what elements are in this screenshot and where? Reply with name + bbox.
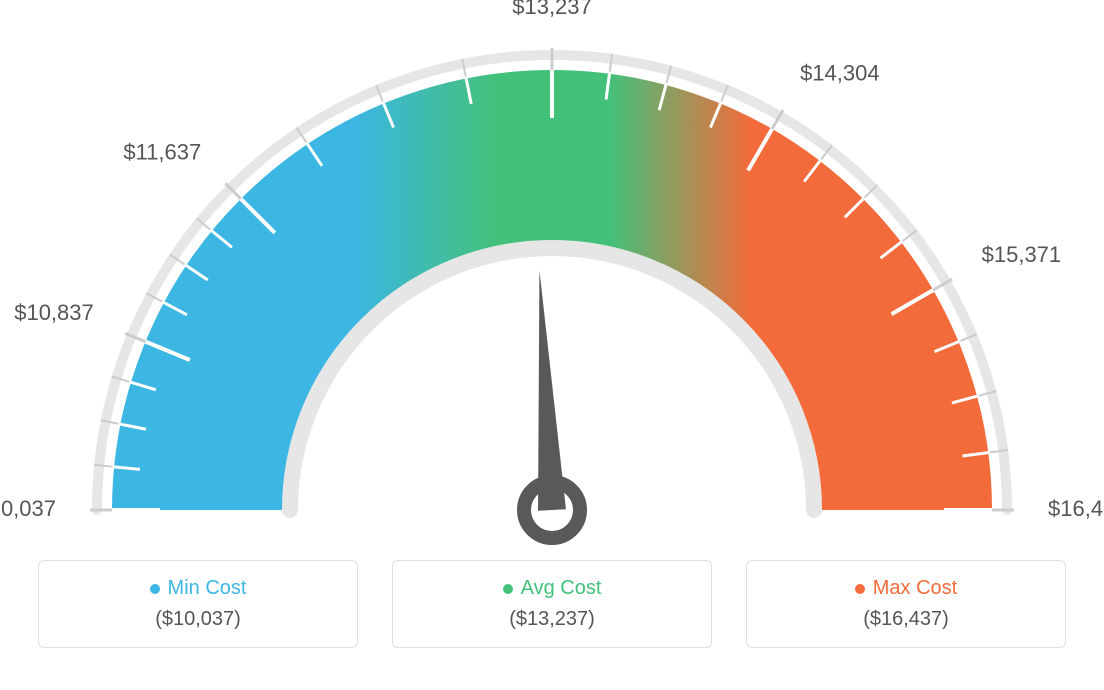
gauge-chart: $10,037 $10,837 $11,637 $13,237 $14,304 $15,3… (0, 0, 1104, 560)
tick-label: $14,304 (800, 60, 880, 85)
tick-label: $10,837 (14, 300, 94, 325)
legend-label-max: Max Cost (873, 577, 957, 599)
gauge-svg: $10,037 $10,837 $11,637 $13,237 $14,304 $15,3… (0, 0, 1104, 560)
legend-dot-max (855, 584, 865, 594)
legend-value-min: ($10,037) (39, 608, 357, 631)
legend-label-min: Min Cost (168, 577, 247, 599)
legend-box-max: Max Cost ($16,437) (746, 560, 1066, 648)
tick-label: $16,437 (1048, 496, 1104, 521)
legend-title-avg: Avg Cost (393, 577, 711, 600)
legend-box-avg: Avg Cost ($13,237) (392, 560, 712, 648)
tick-label: $13,237 (512, 0, 592, 19)
legend-label-avg: Avg Cost (521, 577, 602, 599)
tick-label: $15,371 (982, 242, 1062, 267)
legend-title-max: Max Cost (747, 577, 1065, 600)
legend-value-max: ($16,437) (747, 608, 1065, 631)
legend-title-min: Min Cost (39, 577, 357, 600)
legend-value-avg: ($13,237) (393, 608, 711, 631)
legend-box-min: Min Cost ($10,037) (38, 560, 358, 648)
legend-dot-avg (503, 584, 513, 594)
tick-label: $11,637 (123, 139, 201, 164)
tick-label: $10,037 (0, 496, 56, 521)
legend-row: Min Cost ($10,037) Avg Cost ($13,237) Ma… (0, 560, 1104, 648)
legend-dot-min (150, 584, 160, 594)
